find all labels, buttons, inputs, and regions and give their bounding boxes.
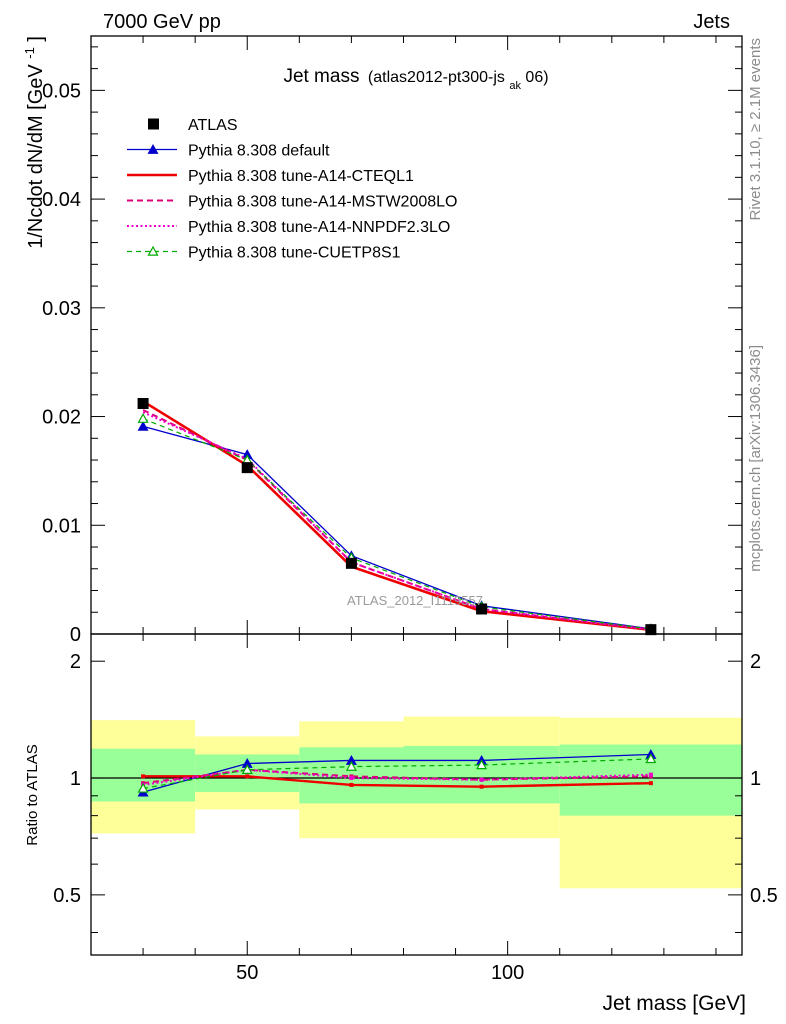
chart-title: Jet mass (atlas2012-pt300-js ak 06): [283, 66, 548, 93]
ratio-point-3-4: [648, 772, 653, 777]
chart-title-detail: (atlas2012-pt300-js: [368, 69, 505, 86]
main-point-0-4: [645, 624, 657, 636]
main-ylabel-sup: -1: [22, 47, 37, 59]
xaxis-label: Jet mass [GeV]: [602, 992, 746, 1015]
ratio-ytick-label-right-1: 1: [750, 768, 761, 790]
xtick-label-0: 50: [236, 962, 258, 984]
main-point-0-1: [241, 462, 253, 474]
main-point-1-0: [137, 420, 149, 431]
main-point-1-1: [241, 449, 253, 459]
main-ytick-label-0: 0: [70, 624, 81, 646]
main-ylabel-close: ]: [25, 36, 47, 42]
ratio-ytick-label-2: 2: [70, 651, 81, 673]
main-point-0-0: [137, 397, 149, 409]
main-ytick-label-3: 0.03: [42, 298, 81, 320]
main-line-4: [142, 411, 651, 631]
legend-marker-1: [147, 144, 159, 154]
ratio-ytick-label-0: 0.5: [53, 885, 81, 907]
ratio-point-1-3: [479, 784, 484, 789]
legend-label-0: ATLAS: [188, 117, 238, 134]
legend: ATLAS Pythia 8.308 default Pythia 8.308 tu…: [127, 117, 457, 262]
main-ytick-label-4: 0.04: [42, 189, 81, 211]
analysis-label: ATLAS_2012_I1119557: [347, 593, 483, 608]
ratio-point-0-1: [241, 758, 253, 768]
ratio-point-1-0: [141, 774, 146, 779]
ratio-frame: [90, 633, 743, 956]
main-panel: 0 0.01 0.02 0.03 0.04 0.05: [42, 35, 743, 646]
ratio-point-4-3: [476, 759, 488, 770]
header-left: 7000 GeV pp: [103, 11, 221, 33]
chart-title-sub: ak: [509, 80, 521, 92]
main-ytick-label-5: 0.05: [42, 80, 81, 102]
legend-label-3: Pythia 8.308 tune-A14-MSTW2008LO: [188, 194, 457, 211]
ratio-band-green-3: [403, 745, 560, 804]
main-ylabel: 1/Ncdot dN/dM [GeV -1 ]: [17, 36, 47, 249]
ratio-ytick-label-right-0: 0.5: [750, 885, 778, 907]
legend-marker-5: [147, 245, 159, 256]
ratio-point-4-0: [137, 782, 149, 793]
mcplots-label: mcplots.cern.ch [arXiv:1306.3436]: [747, 345, 764, 572]
xtick-label-1: 100: [491, 962, 524, 984]
ratio-point-4-2: [345, 760, 357, 771]
ratio-point-0-2: [345, 754, 357, 765]
ratio-line-3: [142, 768, 651, 786]
ratio-point-3-3: [479, 777, 484, 782]
main-point-0-2: [345, 557, 357, 569]
main-ytick-label-1: 0.01: [42, 515, 81, 537]
legend-marker-0: [148, 118, 159, 130]
main-point-5-0: [137, 412, 149, 423]
ratio-point-3-2: [349, 776, 354, 781]
legend-label-4: Pythia 8.308 tune-A14-NNPDF2.3LO: [188, 219, 450, 236]
main-ylabel-text: 1/Ncdot dN/dM [GeV: [25, 64, 47, 249]
ratio-point-1-1: [245, 774, 250, 779]
ratio-point-1-2: [349, 782, 354, 787]
ratio-point-1-4: [648, 781, 653, 786]
ratio-line-2: [142, 768, 651, 785]
ratio-ytick-label-1: 1: [70, 768, 81, 790]
legend-label-1: Pythia 8.308 default: [188, 143, 330, 160]
main-point-0-3: [476, 603, 488, 615]
legend-label-2: Pythia 8.308 tune-A14-CTEQL1: [188, 168, 414, 185]
ratio-ytick-label-right-2: 2: [750, 651, 761, 673]
chart-title-main: Jet mass: [283, 66, 359, 87]
ratio-point-4-4: [645, 753, 657, 764]
ratio-point-4-1: [241, 764, 253, 775]
ratio-ylabel: Ratio to ATLAS: [24, 744, 41, 845]
chart-title-detail-end: 06): [525, 69, 548, 86]
legend-label-5: Pythia 8.308 tune-CUETP8S1: [188, 245, 401, 262]
main-ytick-label-2: 0.02: [42, 407, 81, 429]
ratio-panel: 0.5 0.5 1 1 2 2 50 100: [53, 633, 778, 984]
header-right: Jets: [693, 11, 730, 33]
rivet-label: Rivet 3.1.10, ≥ 2.1M events: [747, 38, 764, 221]
